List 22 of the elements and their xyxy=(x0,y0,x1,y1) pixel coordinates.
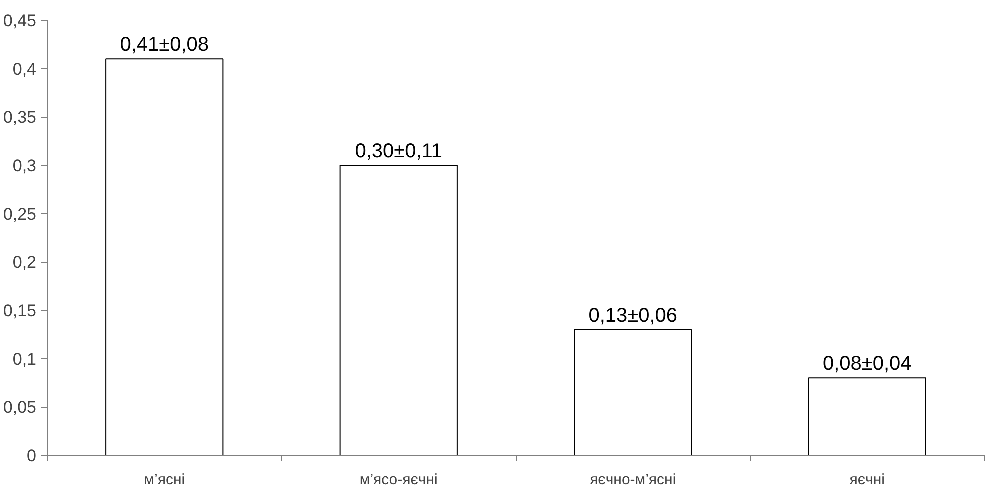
y-tick-label: 0,4 xyxy=(12,60,37,79)
y-tick-label: 0,05 xyxy=(3,398,37,418)
bar xyxy=(340,165,458,456)
x-tick-label: м’ясо-яєчні xyxy=(360,472,438,488)
y-tick-label: 0,2 xyxy=(12,253,37,272)
x-tick-label: м’ясні xyxy=(144,472,186,488)
data-label: 0,08±0,04 xyxy=(822,353,912,376)
data-label: 0,41±0,08 xyxy=(120,34,210,56)
y-tick-label: 0,15 xyxy=(3,302,37,320)
data-label: 0,13±0,06 xyxy=(588,304,678,327)
bar xyxy=(106,58,224,456)
y-tick-label: 0,45 xyxy=(3,12,37,30)
y-tick-label: 0,3 xyxy=(12,156,37,176)
data-label: 0,30±0,11 xyxy=(355,140,443,162)
y-tick-label: 0,1 xyxy=(12,350,37,369)
x-tick-label: яєчно-м’ясні xyxy=(590,472,676,488)
x-tick-label: яєчні xyxy=(850,472,885,488)
y-tick-label: 0,25 xyxy=(3,204,37,224)
y-tick-label: 0,35 xyxy=(3,108,37,128)
bar xyxy=(574,329,692,456)
y-tick-label: 0 xyxy=(27,446,37,466)
bar xyxy=(808,378,926,456)
